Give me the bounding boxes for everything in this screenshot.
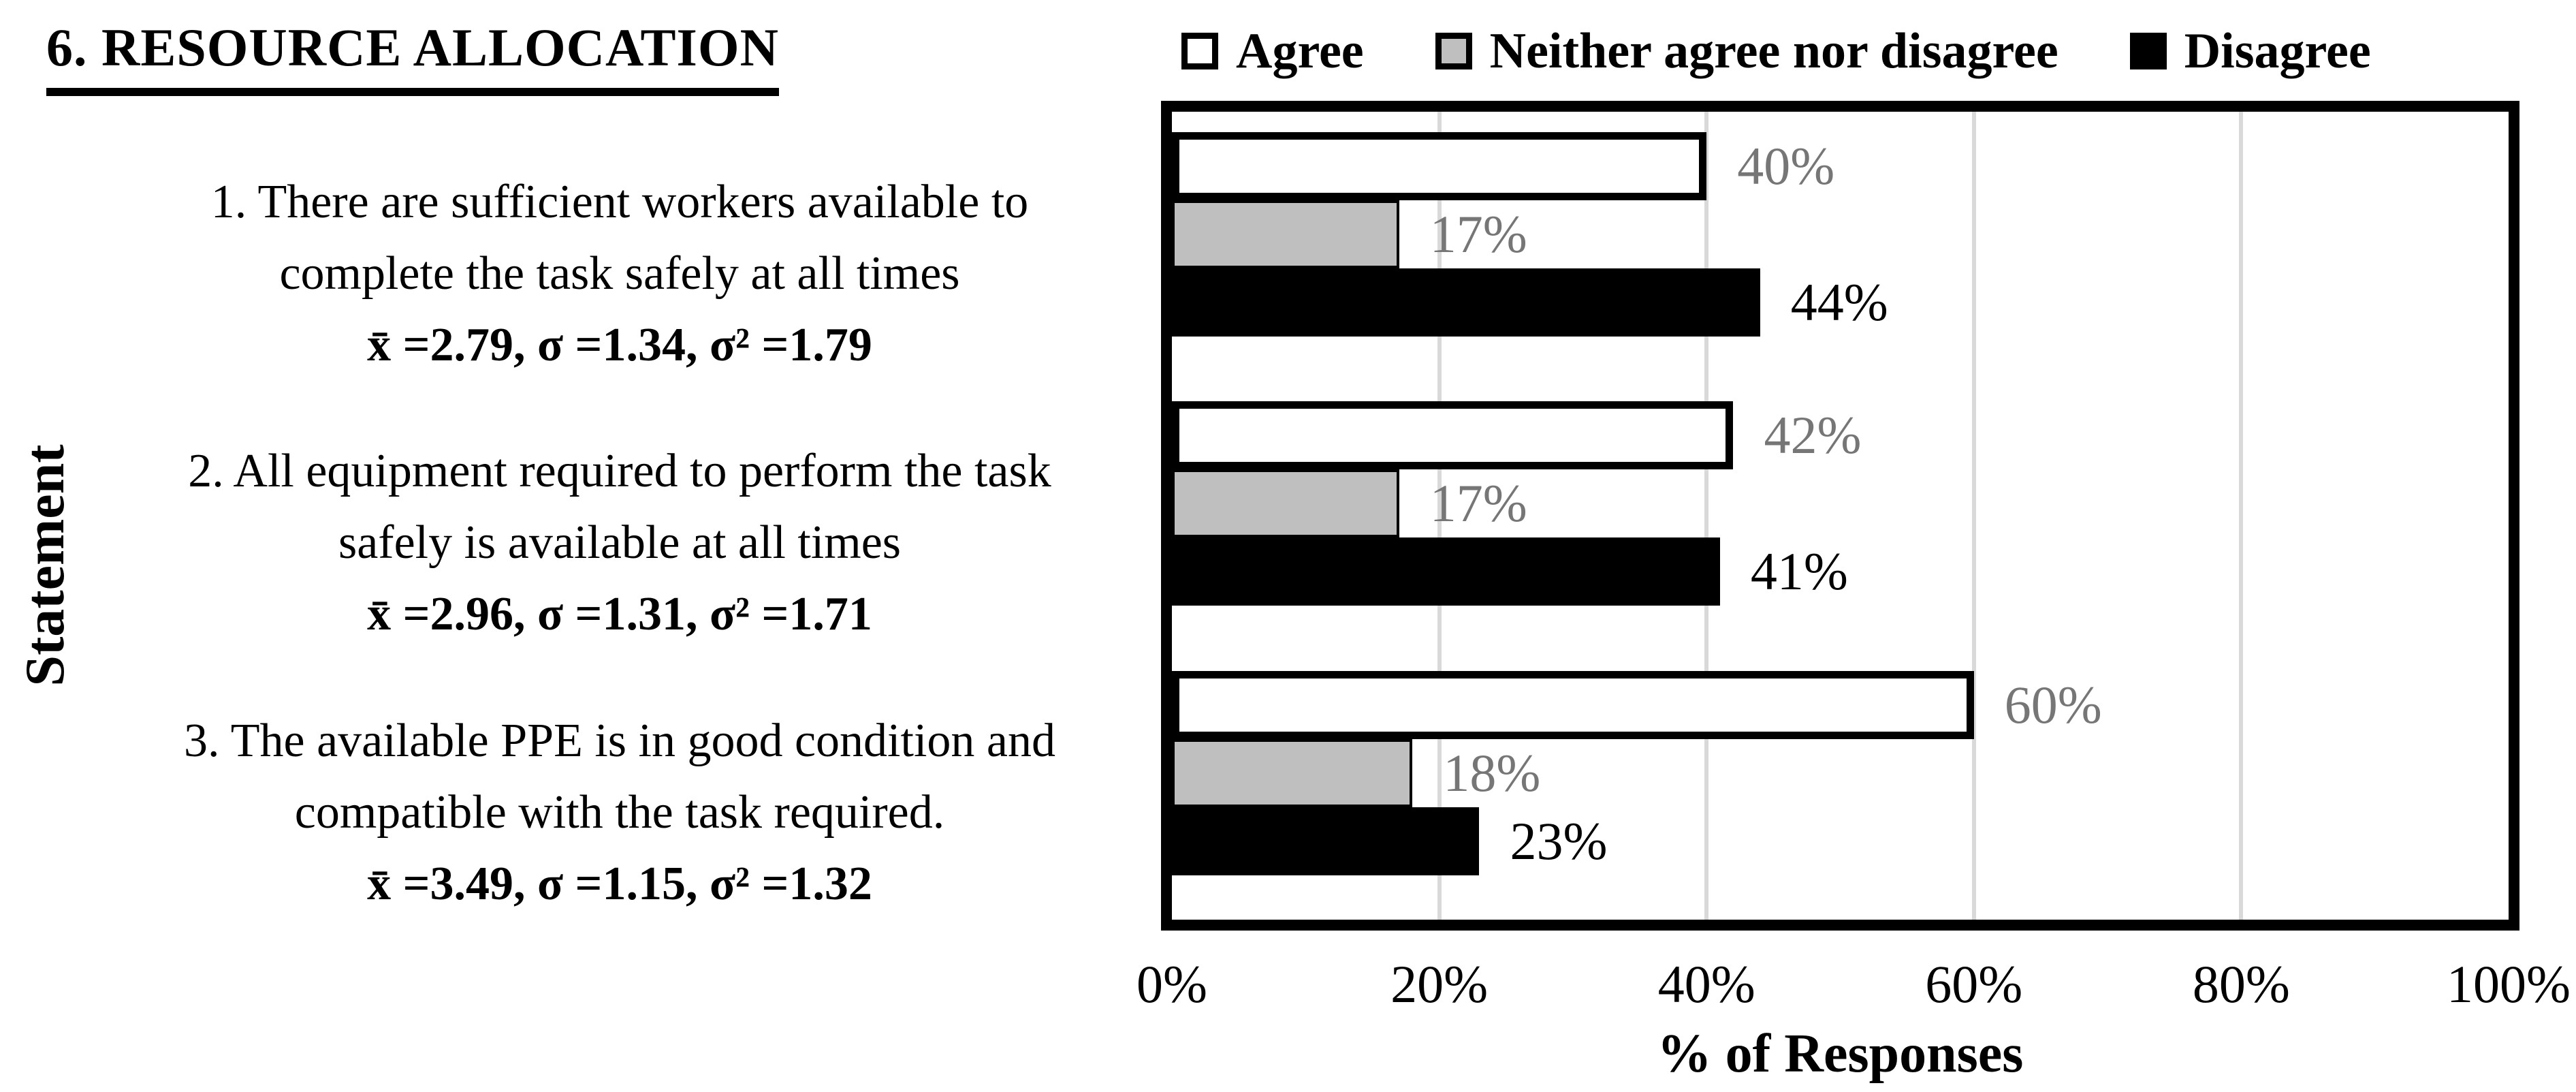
bar-agree <box>1172 132 1707 200</box>
legend: Agree Neither agree nor disagree Disagree <box>1181 10 2371 92</box>
legend-item: Agree <box>1181 26 1364 76</box>
x-axis-ticks: 0% 20% 40% 60% 80% 100% <box>1136 954 2571 1018</box>
statement-text-line: complete the task safely at all times <box>279 247 960 300</box>
legend-swatch-icon <box>1181 33 1218 69</box>
legend-label: Agree <box>1236 23 1364 79</box>
statement-label: 3. The available PPE is in good conditio… <box>82 678 1158 947</box>
x-tick-label: 100% <box>2447 954 2571 1014</box>
bar-disagree <box>1172 537 1720 606</box>
legend-item: Neither agree nor disagree <box>1435 26 2058 76</box>
bar-data-label: 41% <box>1750 542 1848 602</box>
plot-area: 40% 17% 44% 42% 17% 41% 60% 18% 23% <box>1161 101 2519 931</box>
legend-label: Disagree <box>2184 23 2371 79</box>
statement-label: 1. There are sufficient workers availabl… <box>82 139 1158 408</box>
x-tick-label: 40% <box>1657 954 1755 1014</box>
bar-group: 42% 17% 41% <box>1172 381 2509 650</box>
bar-data-label: 60% <box>2004 674 2102 734</box>
chart-title: 6. RESOURCE ALLOCATION <box>46 17 779 96</box>
bar-agree <box>1172 670 1974 739</box>
gridline <box>2239 112 2244 920</box>
statement-stats: x̄ =3.49, σ =1.15, σ² =1.32 <box>367 857 872 910</box>
bar-data-label: 44% <box>1790 272 1888 332</box>
statement-stats: x̄ =2.79, σ =1.34, σ² =1.79 <box>367 319 872 371</box>
bar-data-label: 17% <box>1429 473 1527 533</box>
x-tick-label: 60% <box>1925 954 2023 1014</box>
gridline <box>1971 112 1976 920</box>
legend-item: Disagree <box>2129 23 2371 79</box>
bar-group: 60% 18% 23% <box>1172 651 2509 920</box>
statement-text-line: 3. The available PPE is in good conditio… <box>184 714 1055 767</box>
bar-data-label: 42% <box>1764 405 1862 465</box>
bar-data-label: 18% <box>1443 743 1541 802</box>
bar-neither-agree-nor-disagree <box>1172 738 1413 807</box>
statement-text-line: safely is available at all times <box>338 516 902 570</box>
statement-label: 2. All equipment required to perform the… <box>82 408 1158 677</box>
bar-data-label: 40% <box>1737 136 1835 196</box>
bar-agree <box>1172 401 1734 470</box>
legend-swatch-icon <box>2129 33 2167 69</box>
category-labels: 1. There are sufficient workers availabl… <box>82 112 1158 920</box>
bar-disagree <box>1172 807 1480 875</box>
bar-neither-agree-nor-disagree <box>1172 469 1399 538</box>
gridline <box>1704 112 1709 920</box>
x-axis-title: % of Responses <box>1657 1024 2024 1084</box>
y-axis-title: Statement <box>14 444 76 687</box>
x-tick-label: 80% <box>2192 954 2290 1014</box>
bar-group: 40% 17% 44% <box>1172 112 2509 381</box>
statement-stats: x̄ =2.96, σ =1.31, σ² =1.71 <box>367 588 872 641</box>
statement-text-line: compatible with the task required. <box>294 785 945 839</box>
legend-label: Neither agree nor disagree <box>1489 23 2058 79</box>
bar-data-label: 17% <box>1429 204 1527 264</box>
bar-disagree <box>1172 268 1760 337</box>
x-tick-label: 0% <box>1136 954 1207 1014</box>
gridline <box>1437 112 1442 920</box>
bar-data-label: 23% <box>1510 811 1608 871</box>
statement-text-line: 1. There are sufficient workers availabl… <box>210 176 1029 228</box>
x-tick-label: 20% <box>1390 954 1489 1014</box>
bar-neither-agree-nor-disagree <box>1172 200 1399 268</box>
legend-swatch-icon <box>1435 33 1472 69</box>
statement-text-line: 2. All equipment required to perform the… <box>188 445 1051 498</box>
